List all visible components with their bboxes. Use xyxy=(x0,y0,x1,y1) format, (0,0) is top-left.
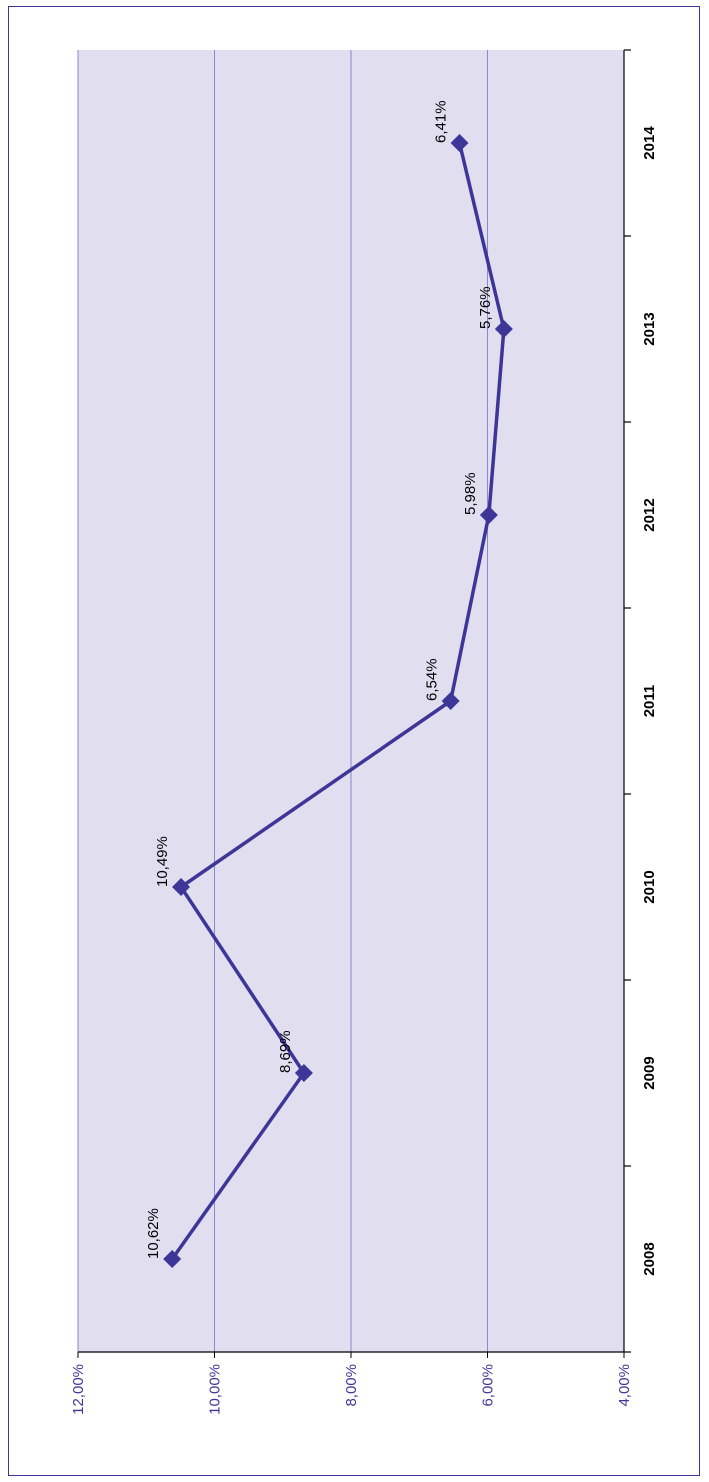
category-tick-labels: 2008 2009 2010 2011 2012 2013 2014 xyxy=(641,126,658,1276)
category-tick-label: 2008 xyxy=(641,1242,658,1275)
category-tick-label: 2010 xyxy=(641,870,658,903)
value-tick-label: 6,00% xyxy=(480,1364,497,1407)
category-tick-label: 2009 xyxy=(641,1056,658,1089)
data-label: 10,49% xyxy=(154,836,171,887)
category-tick-label: 2011 xyxy=(641,685,658,718)
data-label: 8,69% xyxy=(277,1030,294,1073)
category-tick-label: 2013 xyxy=(641,312,658,345)
value-tick-label: 10,00% xyxy=(207,1364,224,1415)
data-label: 6,54% xyxy=(424,658,441,701)
value-tick-label: 4,00% xyxy=(616,1364,633,1407)
category-tick-label: 2014 xyxy=(641,126,658,160)
data-point-marker xyxy=(450,134,469,152)
chart-frame xyxy=(8,6,700,1476)
value-axis-tick-labels: 12,00% 10,00% 8,00% 6,00% 4,00% xyxy=(70,1364,633,1415)
data-label: 5,76% xyxy=(477,286,494,329)
gridlines xyxy=(77,50,625,1358)
data-point-marker xyxy=(172,878,191,896)
data-point-marker xyxy=(163,1250,182,1268)
data-label: 5,98% xyxy=(462,472,479,515)
data-point-marker xyxy=(479,506,498,524)
data-point-marker xyxy=(294,1064,313,1082)
data-point-marker xyxy=(441,692,460,710)
data-point-marker xyxy=(494,320,513,338)
value-tick-label: 12,00% xyxy=(70,1364,87,1415)
value-tick-label: 8,00% xyxy=(343,1364,360,1407)
category-axis xyxy=(78,49,631,1353)
series-rate xyxy=(163,134,513,1268)
data-label: 6,41% xyxy=(433,100,450,143)
data-labels: 10,62% 8,69% 10,49% 6,54% 5,98% 5,76% 6,41% xyxy=(145,100,494,1259)
category-tick-label: 2012 xyxy=(641,498,658,531)
data-label: 10,62% xyxy=(145,1208,162,1259)
